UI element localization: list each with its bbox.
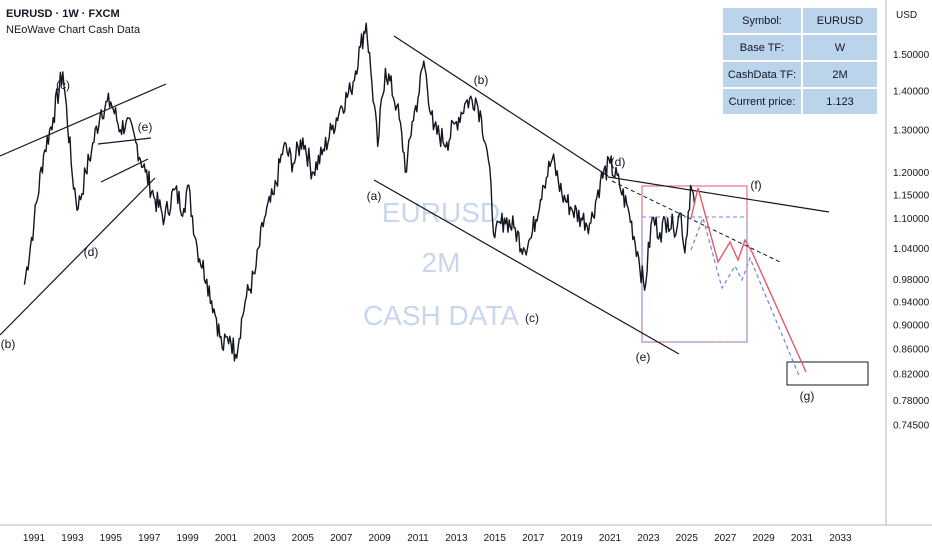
- y-tick-label: 1.30000: [893, 126, 930, 137]
- y-tick-label: 0.98000: [893, 275, 930, 286]
- x-tick-label: 2015: [484, 533, 507, 544]
- wave-label: (e): [636, 350, 651, 364]
- y-tick-label: 0.82000: [893, 370, 930, 381]
- watermark-line-2: 2M: [422, 247, 461, 278]
- info-label: Current price:: [721, 87, 803, 116]
- wave-label: (c): [56, 78, 70, 92]
- y-tick-label: 0.78000: [893, 396, 930, 407]
- x-tick-label: 2031: [791, 533, 814, 544]
- target-box-g: [786, 361, 869, 386]
- x-tick-label: 2029: [752, 533, 775, 544]
- y-axis-ticks: 1.50000 1.40000 1.30000 1.20000 1.15000 1.100…: [893, 50, 930, 431]
- x-tick-label: 2001: [215, 533, 238, 544]
- y-tick-label: 1.04000: [893, 244, 930, 255]
- watermark-line-1: EURUSD: [382, 197, 500, 228]
- y-tick-label: 0.90000: [893, 320, 930, 331]
- chart-subtitle: NEoWave Chart Cash Data: [6, 24, 141, 36]
- forecast-zone-blue: [641, 216, 748, 343]
- watermark: EURUSD 2M CASH DATA: [363, 197, 519, 331]
- info-label: Symbol:: [721, 6, 803, 35]
- triangle-lower: [100, 158, 149, 183]
- wave-label: (b): [1, 337, 16, 351]
- x-tick-label: 1991: [23, 533, 46, 544]
- y-tick-label: 1.40000: [893, 87, 930, 98]
- x-tick-label: 1993: [61, 533, 84, 544]
- x-tick-label: 2009: [368, 533, 391, 544]
- wave-label: (g): [800, 389, 815, 403]
- line-d-f: [607, 176, 830, 213]
- x-tick-label: 2017: [522, 533, 545, 544]
- info-row: CashData TF: 2M: [721, 60, 879, 89]
- x-tick-label: 1997: [138, 533, 161, 544]
- x-tick-label: 2011: [407, 533, 429, 544]
- wave-label: (e): [138, 120, 153, 134]
- wave-label: (d): [84, 245, 99, 259]
- info-label: CashData TF:: [721, 60, 803, 89]
- y-tick-label: 1.50000: [893, 50, 930, 61]
- trendline-lower-left: [0, 177, 156, 336]
- x-tick-label: 1999: [176, 533, 199, 544]
- currency-label: USD: [896, 10, 918, 21]
- wave-label: (b): [474, 73, 489, 87]
- x-tick-label: 2021: [599, 533, 622, 544]
- x-tick-label: 2013: [445, 533, 468, 544]
- x-tick-label: 2019: [560, 533, 583, 544]
- forecast-path-blue: [690, 216, 801, 379]
- trendline-upper-left: [0, 83, 167, 157]
- info-value: 2M: [801, 60, 879, 89]
- wave-label: (f): [750, 178, 761, 192]
- info-row: Base TF: W: [721, 33, 879, 62]
- y-tick-label: 0.74500: [893, 420, 930, 431]
- wave-label: (c): [525, 311, 539, 325]
- info-row: Current price: 1.123: [721, 87, 879, 116]
- channel-upper: [393, 35, 609, 177]
- y-tick-label: 0.94000: [893, 297, 930, 308]
- trend-lines: [0, 35, 830, 355]
- chart-symbol-title: EURUSD · 1W · FXCM: [6, 8, 120, 20]
- x-tick-label: 2003: [253, 533, 276, 544]
- y-tick-label: 0.86000: [893, 344, 930, 355]
- info-table: Symbol: EURUSD Base TF: W CashData TF: 2M C…: [721, 6, 879, 116]
- forecast-path-red: [690, 187, 807, 373]
- info-value: 1.123: [801, 87, 879, 116]
- y-tick-label: 1.15000: [893, 191, 930, 202]
- forecast-zone-red: [641, 185, 748, 343]
- wave-label: (a): [367, 189, 382, 203]
- x-tick-label: 1995: [100, 533, 123, 544]
- price-line: [23, 22, 696, 362]
- wave-labels: (c) (e) (d) (b) (a) (b) (c) (d) (e) (f) …: [1, 73, 815, 403]
- x-tick-label: 2005: [292, 533, 315, 544]
- info-label: Base TF:: [721, 33, 803, 62]
- y-tick-label: 1.20000: [893, 168, 930, 179]
- x-tick-label: 2033: [829, 533, 852, 544]
- x-tick-label: 2025: [676, 533, 699, 544]
- info-row: Symbol: EURUSD: [721, 6, 879, 35]
- dashed-trend-line: [611, 180, 781, 263]
- x-tick-label: 2007: [330, 533, 353, 544]
- info-value: EURUSD: [801, 6, 879, 35]
- triangle-upper: [97, 137, 152, 145]
- y-tick-label: 1.10000: [893, 214, 930, 225]
- x-tick-label: 2023: [637, 533, 660, 544]
- x-tick-label: 2027: [714, 533, 737, 544]
- wave-label: (d): [611, 155, 626, 169]
- info-value: W: [801, 33, 879, 62]
- x-axis-ticks: 1991 1993 1995 1997 1999 2001 2003 2005 2007 2009…: [23, 533, 852, 544]
- channel-lower: [373, 179, 680, 355]
- watermark-line-3: CASH DATA: [363, 300, 519, 331]
